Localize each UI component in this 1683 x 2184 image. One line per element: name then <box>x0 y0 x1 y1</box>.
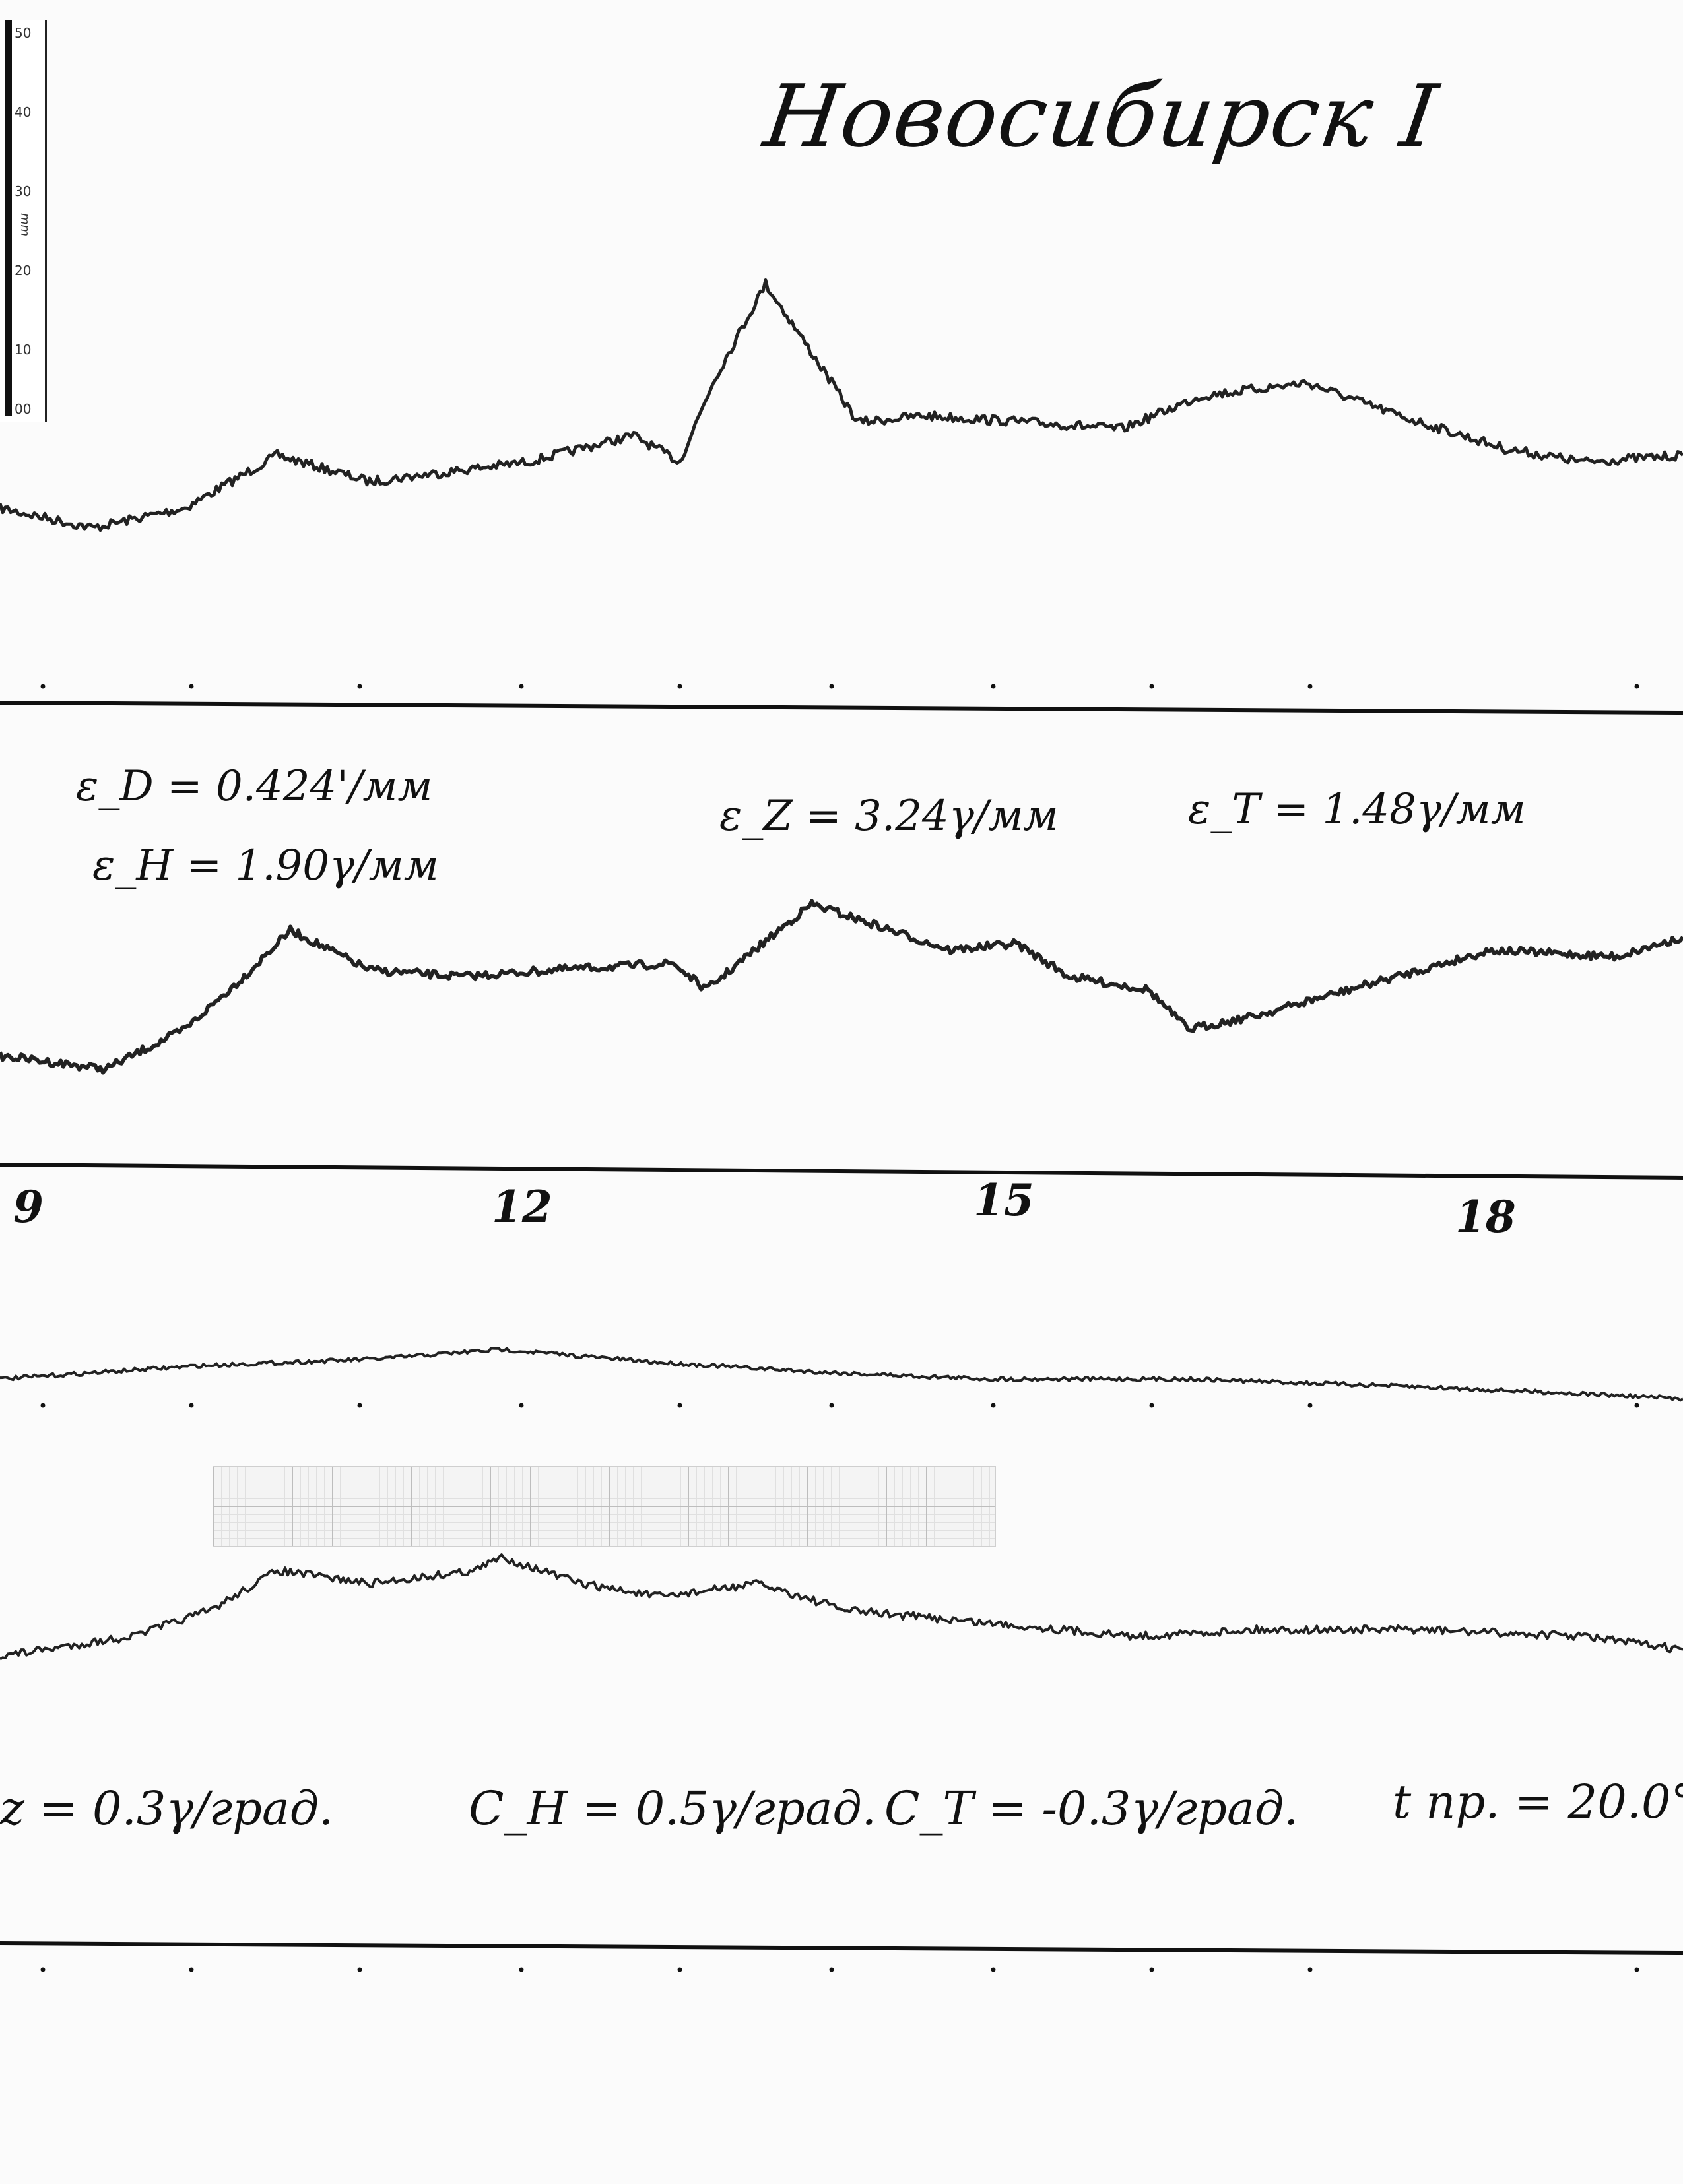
hour-tick <box>357 684 362 689</box>
hour-tick <box>677 1403 682 1408</box>
scale-ruler: 50 40 30 20 10 00 mm <box>0 20 47 422</box>
baseline <box>0 701 1683 715</box>
ruler-label: 00 <box>15 401 32 417</box>
ruler-label: 50 <box>15 25 32 41</box>
ruler-bar <box>5 20 12 416</box>
hour-tick <box>1149 1967 1154 1972</box>
trace-upper <box>0 278 1683 532</box>
trace-middle <box>0 899 1683 1075</box>
hour-tick <box>829 1967 834 1972</box>
calibration-grid-strip <box>213 1466 996 1547</box>
hour-tick <box>40 684 46 689</box>
hour-label: 9 <box>13 1181 44 1233</box>
hour-tick <box>991 684 996 689</box>
hour-tick <box>40 1967 46 1972</box>
hour-tick <box>1149 1403 1154 1408</box>
sensitivity-t: ε_T = 1.48γ/мм <box>1188 785 1526 834</box>
hour-tick <box>677 684 682 689</box>
hour-tick <box>40 1403 46 1408</box>
hour-label: 12 <box>492 1181 552 1233</box>
baseline <box>0 1941 1683 1955</box>
hour-tick <box>189 1967 194 1972</box>
hour-tick <box>357 1967 362 1972</box>
hour-label: 15 <box>974 1174 1034 1226</box>
ruler-label: 10 <box>15 342 32 358</box>
hour-tick <box>1634 1967 1639 1972</box>
hour-tick <box>991 1967 996 1972</box>
hour-tick <box>1634 684 1639 689</box>
trace-bottom <box>0 1553 1683 1661</box>
ruler-label: 30 <box>15 183 32 199</box>
hour-tick <box>519 1967 524 1972</box>
hour-tick <box>829 684 834 689</box>
hour-tick <box>189 1403 194 1408</box>
hour-tick <box>1307 1967 1313 1972</box>
sensitivity-z: ε_Z = 3.24γ/мм <box>719 792 1059 841</box>
ruler-label: 20 <box>15 263 32 278</box>
hour-tick <box>189 684 194 689</box>
hour-tick <box>519 684 524 689</box>
temp-coef-t: C_T = -0.3γ/град. <box>884 1782 1299 1836</box>
hour-tick <box>519 1403 524 1408</box>
temp-coef-h: C_H = 0.5γ/град. <box>469 1782 877 1836</box>
hour-tick <box>677 1967 682 1972</box>
ruler-label: 40 <box>15 104 32 120</box>
hour-label: 18 <box>1455 1191 1516 1242</box>
sensitivity-h: ε_H = 1.90γ/мм <box>92 841 439 890</box>
hour-tick <box>1307 1403 1313 1408</box>
sensitivity-d: ε_D = 0.424'/мм <box>76 762 433 811</box>
hour-tick <box>1149 684 1154 689</box>
hour-tick <box>829 1403 834 1408</box>
baseline <box>0 1163 1683 1180</box>
temp-coef-z: z = 0.3γ/град. <box>0 1782 334 1836</box>
hour-tick <box>991 1403 996 1408</box>
hour-tick <box>1634 1403 1639 1408</box>
base-temperature: t пр. = 20.0°C <box>1393 1775 1683 1829</box>
hour-tick <box>357 1403 362 1408</box>
trace-lower-smooth <box>0 1347 1683 1402</box>
hour-tick <box>1307 684 1313 689</box>
